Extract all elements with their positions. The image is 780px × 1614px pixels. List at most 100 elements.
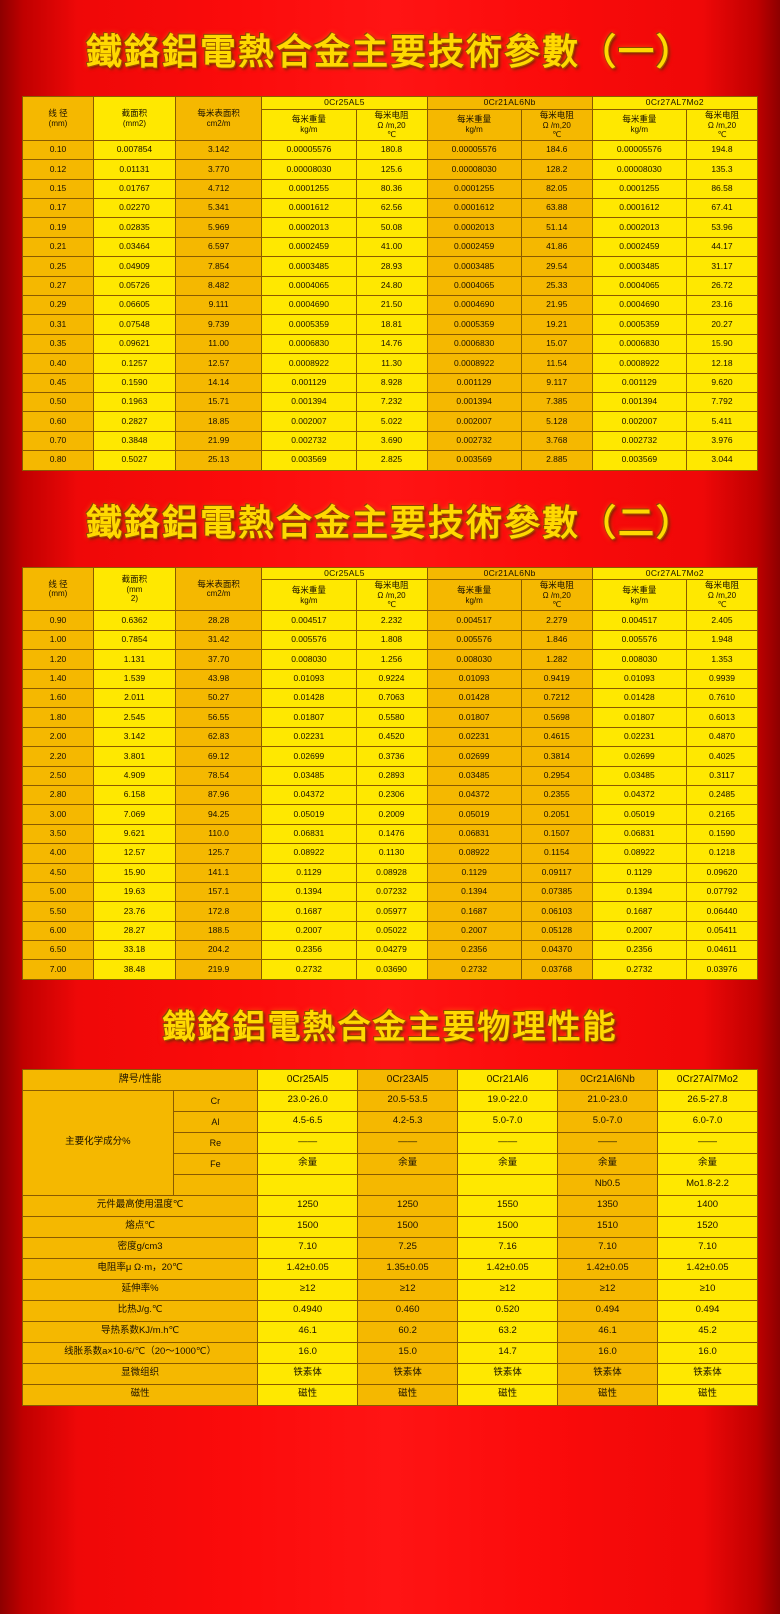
table-cell: 2.011 (93, 688, 176, 709)
property-row: 元件最高使用温度℃ 1250 1250 1550 1350 1400 (21, 1194, 758, 1217)
table-cell: 172.8 (174, 901, 263, 922)
header-label-brand-property: 牌号/性能 (21, 1068, 259, 1091)
table-cell: 19.21 (520, 314, 593, 335)
property-value: 1400 (657, 1194, 758, 1217)
table-cell: 29.54 (520, 256, 593, 277)
table-cell: 1.846 (520, 629, 593, 651)
table-cell: 19.63 (93, 881, 176, 903)
property-value: 1.42±0.05 (257, 1257, 359, 1280)
table-cell: 62.83 (174, 726, 263, 748)
cell-wire-diameter: 0.60 (21, 411, 95, 432)
table-cell: 125.7 (174, 843, 263, 864)
property-value: 铁素体 (357, 1362, 459, 1385)
th-cross-section-area: 截面积 (mm2) (93, 96, 176, 141)
table-cell: 0.03768 (520, 959, 593, 980)
table-cell: 157.1 (174, 881, 263, 903)
table-cell: 0.03976 (685, 959, 759, 980)
table-cell: 0.1963 (93, 391, 176, 413)
table-cell: 0.005576 (591, 629, 687, 651)
table-cell: 0.02231 (591, 726, 687, 748)
table-cell: 0.5027 (93, 450, 176, 471)
table-cell: 0.002732 (261, 430, 357, 452)
table-cell: 0.1394 (591, 881, 687, 903)
table-cell: 0.6362 (93, 610, 176, 631)
cell-wire-diameter: 3.00 (21, 804, 95, 825)
table-row: 1.80 2.545 56.55 0.01807 0.5580 0.01807 0.5698… (21, 707, 759, 728)
table-cell: 82.05 (520, 178, 593, 200)
table-cell: 2.279 (520, 610, 593, 631)
table-cell: 5.969 (174, 217, 263, 238)
property-row: 磁性 磁性 磁性 磁性 磁性 磁性 (21, 1383, 758, 1406)
table-cell: 0.2893 (355, 765, 428, 786)
property-value: 1500 (257, 1215, 359, 1238)
table-cell: 3.044 (685, 450, 759, 471)
table-cell: 0.9939 (685, 668, 759, 690)
property-value: 1510 (557, 1215, 658, 1238)
property-row: 熔点℃ 1500 1500 1500 1510 1520 (21, 1215, 758, 1238)
table-cell: 41.00 (355, 236, 428, 258)
table-cell: 0.05019 (426, 804, 522, 825)
table-cell: 0.06605 (93, 295, 176, 316)
table-cell: 0.0003485 (261, 256, 357, 277)
table1-body: 0.10 0.007854 3.142 0.00005576 180.8 0.000055… (21, 139, 759, 471)
table-cell: 0.008030 (261, 649, 357, 670)
table-cell: 188.5 (174, 920, 263, 942)
property-label: 显微组织 (21, 1362, 259, 1385)
table-cell: 5.411 (685, 411, 759, 432)
property-value: 铁素体 (557, 1362, 658, 1385)
table-row: 0.27 0.05726 8.482 0.0004065 24.80 0.0004065 2… (21, 275, 759, 297)
table-cell: 0.0004065 (261, 275, 357, 297)
table1-header-row-2: 每米重量 kg/m 每米电阻 Ω /m,20 ℃ 每米重量 kg/m 每米电阻 (23, 108, 759, 141)
table-cell: 7.069 (93, 804, 176, 825)
table-cell: 0.03485 (426, 765, 522, 786)
table-cell: 0.7063 (355, 688, 428, 709)
table-cell: 0.1687 (261, 901, 357, 922)
table-cell: 0.004517 (261, 610, 357, 631)
page-root: 鐵鉻鋁電熱合金主要技術參數（一） 线 径 (mm) 截面积 (mm2) (21, 34, 759, 1406)
cell-wire-diameter: 0.31 (21, 314, 95, 335)
table-cell: 0.004517 (426, 610, 522, 631)
table-cell: 7.232 (355, 391, 428, 413)
table-cell: 15.90 (93, 862, 176, 883)
table-cell: 0.0001612 (591, 198, 687, 219)
table-cell: 0.06103 (520, 901, 593, 922)
table2-header-row-1: 线 径 (mm) 截面积 (mm 2) 每米表面积 cm2/m 0Cr25AL5… (21, 566, 759, 612)
table2-head: 线 径 (mm) 截面积 (mm 2) 每米表面积 cm2/m 0Cr25AL5… (21, 566, 759, 612)
th2-resistance-g1: 每米电阻 Ω /m,20 ℃ (355, 579, 428, 612)
table-cell: 0.00005576 (426, 139, 522, 161)
th-resistance-g1: 每米电阻 Ω /m,20 ℃ (355, 108, 428, 141)
table-cell: 3.142 (93, 726, 176, 748)
table-cell: 0.008030 (426, 649, 522, 670)
table-cell: 0.003569 (261, 450, 357, 471)
table-row: 0.35 0.09621 11.00 0.0006830 14.76 0.0006830 1… (21, 333, 759, 355)
table-cell: 7.854 (174, 256, 263, 277)
table-cell: 0.05128 (520, 920, 593, 942)
table-cell: 0.00005576 (591, 139, 687, 161)
table-cell: 0.2009 (355, 804, 428, 825)
cell-wire-diameter: 0.27 (21, 275, 95, 297)
th-group-0cr25al5: 0Cr25AL5 (261, 96, 428, 110)
table-cell: 0.04279 (355, 940, 428, 961)
table-cell: 0.0008922 (261, 353, 357, 374)
composition-value: 20.5-53.5 (357, 1089, 459, 1112)
table-cell: 0.2356 (261, 940, 357, 961)
table-cell: 0.08922 (426, 843, 522, 864)
table-cell: 0.3736 (355, 746, 428, 767)
table-cell: 8.482 (174, 275, 263, 297)
th-weight-g2: 每米重量 kg/m (426, 108, 522, 141)
element-symbol (172, 1173, 259, 1196)
table-cell: 63.88 (520, 198, 593, 219)
table-cell: 0.02231 (426, 726, 522, 748)
property-value: 1520 (657, 1215, 758, 1238)
table2-body: 0.90 0.6362 28.28 0.004517 2.232 0.004517 2.27… (21, 610, 759, 980)
table-cell: 37.70 (174, 649, 263, 670)
table-cell: 21.50 (355, 295, 428, 316)
table-cell: 0.0006830 (591, 333, 687, 355)
property-value: 7.10 (257, 1236, 359, 1259)
table-cell: 0.05019 (261, 804, 357, 825)
table-cell: 6.158 (93, 784, 176, 806)
table-cell: 0.01767 (93, 178, 176, 200)
table-row: 0.90 0.6362 28.28 0.004517 2.232 0.004517 2.27… (21, 610, 759, 631)
table-cell: 0.09620 (685, 862, 759, 883)
parameters-table-2: 线 径 (mm) 截面积 (mm 2) 每米表面积 cm2/m 0Cr25AL5… (21, 566, 759, 980)
